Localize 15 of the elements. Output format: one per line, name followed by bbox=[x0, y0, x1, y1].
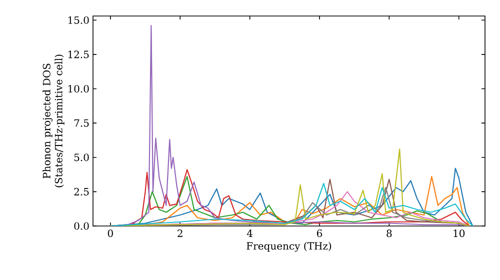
y-tick-label: 7.5 bbox=[74, 119, 89, 127]
x-tick-label: 0 bbox=[108, 230, 113, 238]
y-tick-label: 2.5 bbox=[74, 188, 89, 196]
y-tick-label: 0.0 bbox=[74, 222, 89, 230]
y-axis-title: Phonon projected DOS (States/THz·primitive cell) bbox=[42, 54, 64, 188]
x-tick-label: 6 bbox=[316, 230, 322, 238]
x-tick-label: 8 bbox=[386, 230, 392, 238]
y-tick-label: 12.5 bbox=[68, 50, 89, 58]
y-tick-label: 15.0 bbox=[68, 16, 89, 24]
x-tick-label: 10 bbox=[454, 230, 465, 238]
x-axis-title: Frequency (THz) bbox=[246, 242, 332, 252]
x-tick-label: 4 bbox=[246, 230, 252, 237]
y-tick-label: 10.0 bbox=[68, 84, 89, 93]
x-tick-label: 2 bbox=[178, 230, 182, 237]
y-tick-label: 5.0 bbox=[74, 154, 89, 162]
